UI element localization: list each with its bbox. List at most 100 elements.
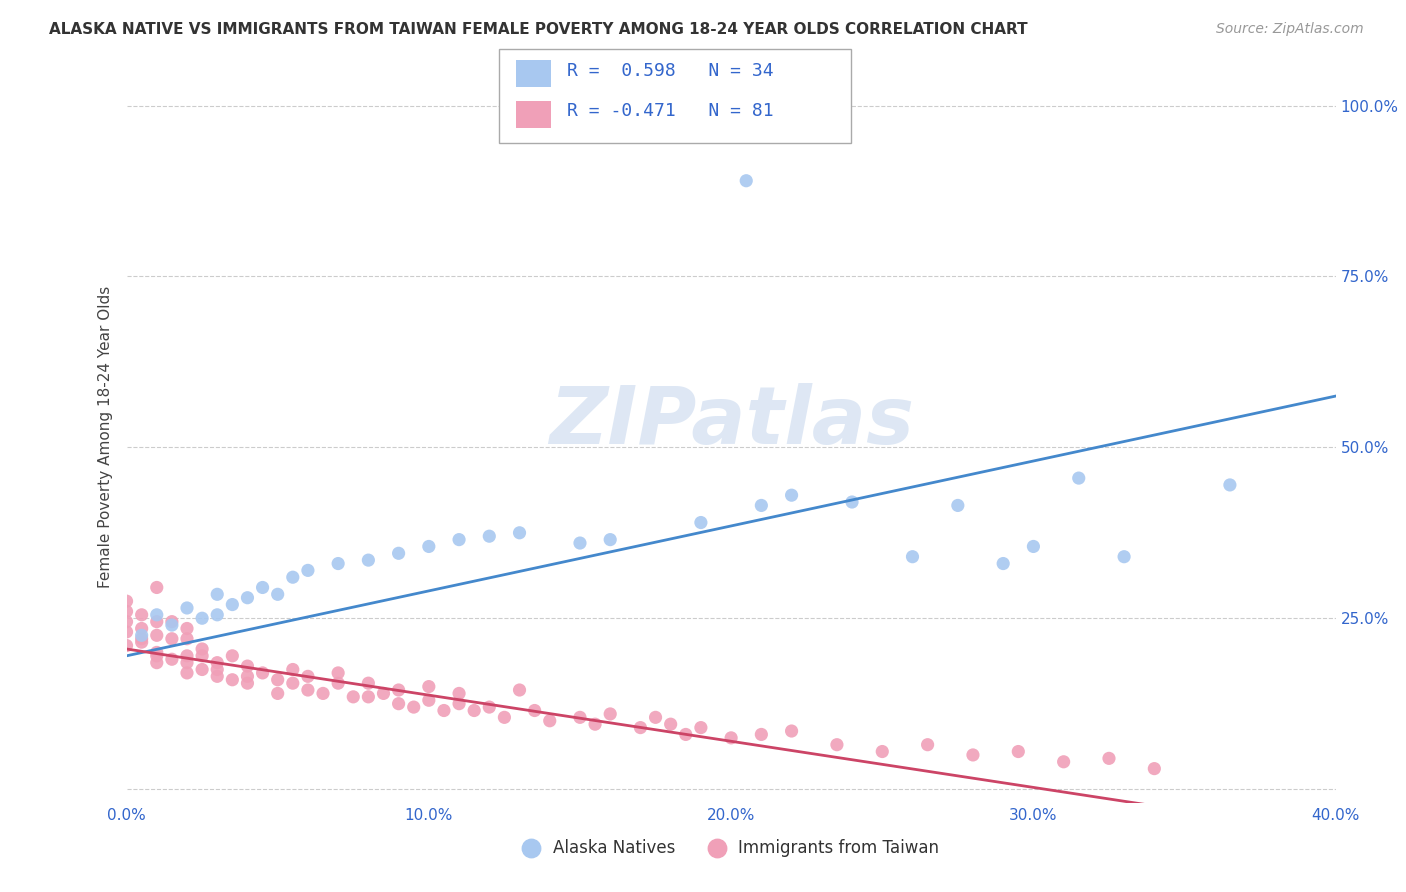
Point bbox=[281, 570, 304, 584]
Point bbox=[538, 714, 561, 728]
Point bbox=[146, 648, 169, 663]
Point bbox=[205, 656, 228, 670]
Point bbox=[780, 724, 803, 739]
Point bbox=[267, 587, 290, 601]
Point bbox=[509, 683, 531, 698]
Point bbox=[751, 499, 773, 513]
Point bbox=[131, 622, 153, 636]
Point bbox=[146, 656, 169, 670]
Point bbox=[236, 669, 259, 683]
Point bbox=[221, 598, 243, 612]
Point bbox=[252, 581, 274, 595]
Point bbox=[191, 648, 214, 663]
Point bbox=[1114, 549, 1136, 564]
Point bbox=[1143, 762, 1166, 776]
Point bbox=[205, 669, 228, 683]
Point bbox=[357, 553, 380, 567]
Point bbox=[599, 706, 621, 721]
Point bbox=[115, 594, 138, 608]
Legend: Alaska Natives, Immigrants from Taiwan: Alaska Natives, Immigrants from Taiwan bbox=[516, 832, 946, 864]
Point bbox=[131, 607, 153, 622]
Point bbox=[160, 632, 183, 646]
Point bbox=[523, 704, 546, 718]
Point bbox=[176, 665, 198, 680]
Point bbox=[236, 591, 259, 605]
Point bbox=[146, 628, 169, 642]
Point bbox=[447, 697, 470, 711]
Point bbox=[176, 601, 198, 615]
Point bbox=[780, 488, 803, 502]
Point bbox=[1098, 751, 1121, 765]
Point bbox=[115, 639, 138, 653]
Point bbox=[478, 700, 501, 714]
Point bbox=[205, 607, 228, 622]
Point bbox=[478, 529, 501, 543]
Point bbox=[917, 738, 939, 752]
Point bbox=[1022, 540, 1045, 554]
Point bbox=[463, 704, 485, 718]
Point bbox=[176, 622, 198, 636]
Point bbox=[599, 533, 621, 547]
Point bbox=[297, 683, 319, 698]
Point bbox=[176, 648, 198, 663]
Text: Source: ZipAtlas.com: Source: ZipAtlas.com bbox=[1216, 22, 1364, 37]
Point bbox=[191, 642, 214, 657]
Point bbox=[357, 676, 380, 690]
Text: ZIPatlas: ZIPatlas bbox=[548, 384, 914, 461]
Point bbox=[946, 499, 969, 513]
Point bbox=[191, 611, 214, 625]
Point bbox=[494, 710, 516, 724]
Point bbox=[146, 581, 169, 595]
Point bbox=[418, 540, 440, 554]
Point bbox=[418, 693, 440, 707]
Point bbox=[221, 648, 243, 663]
Point bbox=[373, 686, 395, 700]
Point bbox=[326, 676, 350, 690]
Point bbox=[659, 717, 682, 731]
Point bbox=[342, 690, 364, 704]
Point bbox=[236, 659, 259, 673]
Point bbox=[115, 615, 138, 629]
Point bbox=[326, 665, 350, 680]
Point bbox=[1219, 478, 1241, 492]
Point bbox=[568, 710, 592, 724]
Point bbox=[751, 727, 773, 741]
Point bbox=[267, 673, 290, 687]
Point bbox=[236, 676, 259, 690]
Y-axis label: Female Poverty Among 18-24 Year Olds: Female Poverty Among 18-24 Year Olds bbox=[97, 286, 112, 588]
Point bbox=[326, 557, 350, 571]
Point bbox=[825, 738, 848, 752]
Text: R = -0.471   N = 81: R = -0.471 N = 81 bbox=[567, 103, 773, 120]
Point bbox=[146, 615, 169, 629]
Point bbox=[447, 533, 470, 547]
Point bbox=[160, 615, 183, 629]
Point bbox=[281, 663, 304, 677]
Point bbox=[841, 495, 863, 509]
Point bbox=[357, 690, 380, 704]
Point bbox=[115, 624, 138, 639]
Point bbox=[418, 680, 440, 694]
Point bbox=[146, 645, 169, 659]
Point bbox=[191, 663, 214, 677]
Point bbox=[205, 663, 228, 677]
Point bbox=[901, 549, 924, 564]
Point bbox=[388, 697, 411, 711]
Point bbox=[131, 628, 153, 642]
Point bbox=[297, 563, 319, 577]
Point bbox=[1007, 745, 1029, 759]
Point bbox=[131, 632, 153, 646]
Point bbox=[962, 747, 984, 762]
Point bbox=[402, 700, 425, 714]
Point bbox=[115, 604, 138, 618]
Text: R =  0.598   N = 34: R = 0.598 N = 34 bbox=[567, 62, 773, 80]
Point bbox=[1067, 471, 1090, 485]
Point bbox=[146, 607, 169, 622]
Point bbox=[267, 686, 290, 700]
Text: ALASKA NATIVE VS IMMIGRANTS FROM TAIWAN FEMALE POVERTY AMONG 18-24 YEAR OLDS COR: ALASKA NATIVE VS IMMIGRANTS FROM TAIWAN … bbox=[49, 22, 1028, 37]
Point bbox=[160, 618, 183, 632]
Point bbox=[872, 745, 894, 759]
Point bbox=[176, 632, 198, 646]
Point bbox=[176, 656, 198, 670]
Point bbox=[1053, 755, 1076, 769]
Point bbox=[644, 710, 666, 724]
